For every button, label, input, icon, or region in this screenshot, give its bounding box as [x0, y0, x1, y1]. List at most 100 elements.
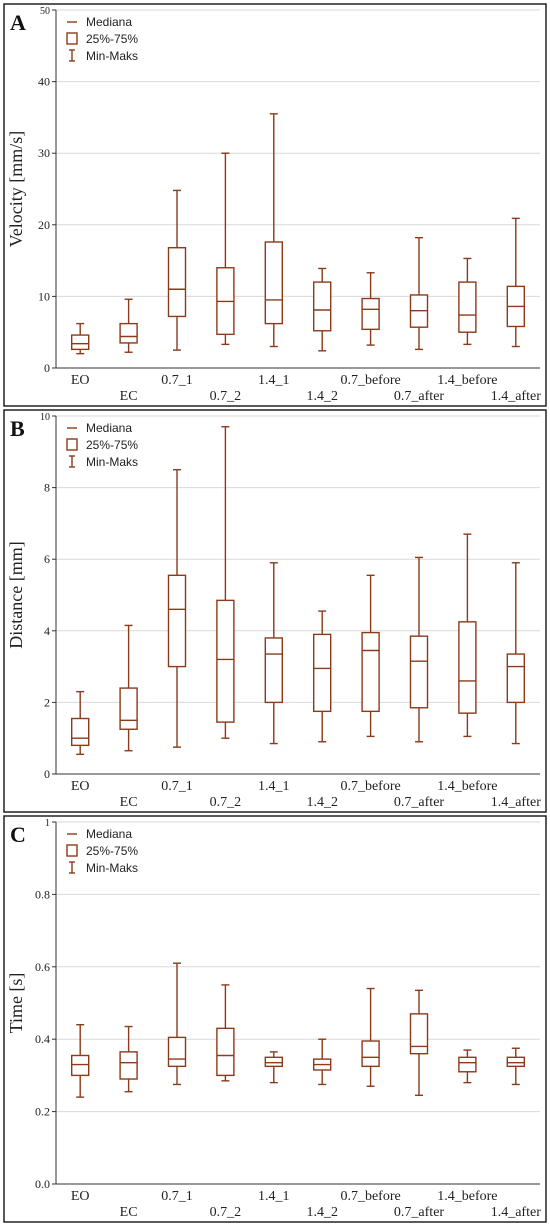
legend-quartile-swatch [66, 32, 78, 45]
iqr-box [264, 1056, 283, 1068]
iqr-box [458, 621, 477, 714]
y-tick-label: 1 [45, 818, 50, 829]
iqr-box [458, 281, 477, 333]
legend-median-label: Mediana [86, 421, 132, 435]
iqr-box [70, 334, 90, 351]
category-label: 1.4_after [491, 1205, 541, 1220]
box-1.4_after [506, 1047, 525, 1086]
box-0.7_before [361, 987, 380, 1087]
y-axis-title: Distance [mm] [6, 541, 26, 648]
iqr-box [409, 1013, 429, 1055]
category-label: 0.7_2 [210, 389, 242, 404]
iqr-box [458, 1056, 477, 1073]
box-1.4_2 [313, 1038, 332, 1086]
iqr-box [167, 574, 187, 668]
iqr-box [119, 687, 138, 730]
category-label: 1.4_before [437, 373, 497, 388]
y-tick-label: 4 [44, 624, 50, 638]
box-1.4_1 [264, 562, 283, 745]
iqr-box [361, 631, 380, 713]
category-label: 0.7_before [340, 373, 400, 388]
y-tick-label: 50 [40, 6, 50, 17]
box-0.7_after [409, 989, 429, 1097]
box-0.7_2 [216, 426, 235, 739]
category-label: 0.7_1 [161, 779, 193, 794]
y-tick-label: 0 [44, 361, 50, 375]
category-label: 0.7_after [394, 389, 444, 404]
iqr-box [167, 1036, 187, 1068]
iqr-box [409, 635, 429, 709]
y-tick-label: 10 [38, 289, 50, 303]
iqr-box [216, 599, 235, 723]
panel-b: 0 2 4 6 8 10 Distance [mm] B Mediana 25%-75% Min-M… [3, 409, 547, 813]
category-label: 0.7_2 [210, 795, 242, 810]
y-tick-label: 0.0 [35, 1177, 50, 1191]
box-1.4_before [458, 257, 477, 346]
panel-a: 0 10 20 30 40 50 Velocity [mm/s] A Mediana 25%-75… [3, 3, 547, 407]
y-tick-label: 20 [38, 218, 50, 232]
category-label: 1.4_2 [306, 389, 338, 404]
category-label: 0.7_before [340, 779, 400, 794]
box-0.7_after [409, 236, 429, 351]
box-1.4_1 [264, 1051, 283, 1084]
iqr-box [70, 1054, 90, 1077]
box-1.4_after [506, 562, 525, 745]
y-tick-label: 2 [44, 695, 50, 709]
y-tick-label: 0 [44, 767, 50, 781]
category-label: EO [71, 1189, 90, 1204]
iqr-box [361, 297, 380, 331]
box-1.4_before [458, 533, 477, 738]
panel-frame [3, 3, 547, 407]
legend-range-label: Min-Maks [86, 455, 138, 469]
category-label: 0.7_2 [210, 1205, 242, 1220]
y-tick-label: 6 [44, 552, 50, 566]
y-axis-title: Velocity [mm/s] [6, 131, 26, 247]
category-label: 0.7_before [340, 1189, 400, 1204]
box-EO [70, 1024, 90, 1098]
category-label: 1.4_1 [258, 373, 290, 388]
box-EO [70, 322, 90, 355]
box-1.4_1 [264, 113, 283, 348]
box-1.4_2 [313, 610, 332, 743]
legend-range-label: Min-Maks [86, 49, 138, 63]
iqr-box [216, 1027, 235, 1077]
box-0.7_2 [216, 152, 235, 346]
panel-letter: B [10, 416, 25, 441]
category-label: EC [120, 1205, 138, 1220]
iqr-box [313, 281, 332, 332]
category-label: EC [120, 795, 138, 810]
category-label: 1.4_2 [306, 795, 338, 810]
y-tick-label: 10 [40, 412, 50, 423]
y-tick-label: 0.8 [35, 887, 50, 901]
iqr-box [506, 653, 525, 704]
box-EC [119, 298, 138, 353]
category-label: 1.4_before [437, 779, 497, 794]
category-label: 1.4_after [491, 795, 541, 810]
y-axis-title: Time [s] [6, 973, 26, 1034]
box-0.7_after [409, 556, 429, 743]
iqr-box [264, 637, 283, 704]
iqr-box [167, 247, 187, 318]
box-0.7_1 [167, 962, 187, 1086]
box-0.7_1 [167, 189, 187, 351]
y-tick-label: 40 [38, 75, 50, 89]
iqr-box [361, 1040, 380, 1068]
legend-quartile-label: 25%-75% [86, 438, 138, 452]
legend-quartile-swatch [66, 438, 78, 451]
box-0.7_2 [216, 984, 235, 1082]
category-label: 1.4_2 [306, 1205, 338, 1220]
box-1.4_after [506, 217, 525, 348]
panel-frame [3, 409, 547, 813]
category-label: 0.7_1 [161, 1189, 193, 1204]
iqr-box [264, 241, 283, 325]
category-label: 1.4_1 [258, 779, 290, 794]
category-label: EO [71, 373, 90, 388]
box-0.7_before [361, 574, 380, 738]
category-label: 1.4_1 [258, 1189, 290, 1204]
panel-c: 0.0 0.2 0.4 0.6 0.8 1 Time [s] C Mediana 25%-75% M… [3, 815, 547, 1223]
y-tick-label: 30 [38, 146, 50, 160]
y-tick-label: 0.2 [35, 1105, 50, 1119]
legend-median-label: Mediana [86, 827, 132, 841]
category-label: 1.4_after [491, 389, 541, 404]
